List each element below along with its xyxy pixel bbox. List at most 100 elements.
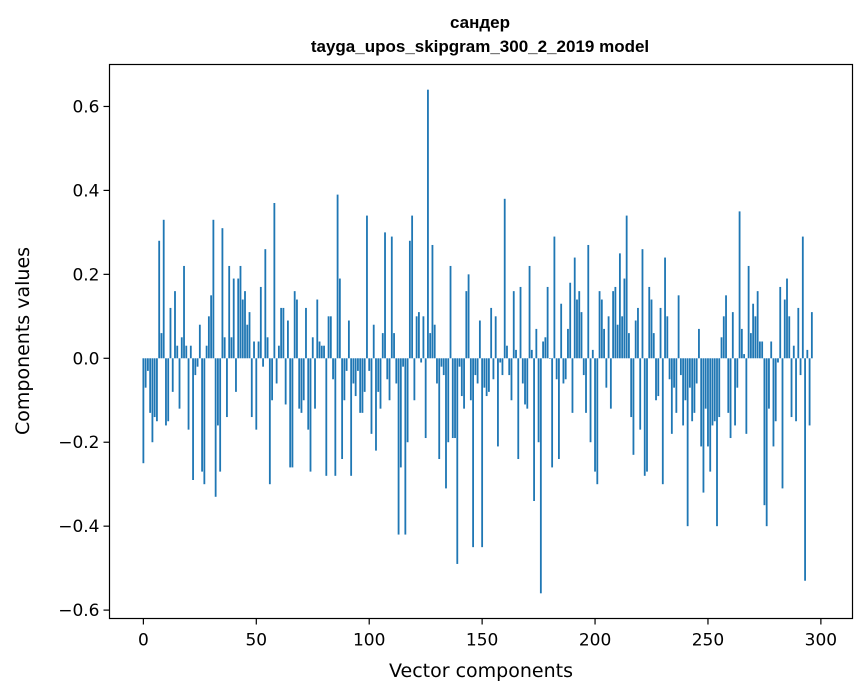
bar [424, 358, 427, 439]
bar [632, 358, 635, 455]
bar [248, 312, 251, 359]
bar [291, 358, 294, 468]
bar [397, 358, 400, 535]
bar [212, 219, 215, 359]
bar [698, 328, 700, 359]
bar [327, 316, 330, 359]
bar [445, 358, 447, 489]
bar [614, 286, 617, 359]
bar [759, 341, 761, 359]
bar [616, 324, 619, 359]
bar [510, 358, 513, 401]
bar [334, 358, 337, 476]
bar [162, 219, 165, 359]
bar [657, 358, 660, 397]
bar [526, 358, 529, 409]
bar [693, 358, 696, 413]
bar [691, 358, 694, 422]
bar [314, 358, 316, 409]
bar [736, 358, 739, 388]
bar [688, 358, 691, 388]
bar [149, 358, 152, 413]
x-axis-label: Vector components [389, 660, 573, 682]
bar [548, 358, 551, 359]
bar [433, 324, 436, 359]
bar [454, 358, 456, 439]
bar [600, 299, 603, 359]
bar [749, 333, 752, 359]
bar [420, 358, 423, 363]
bar [332, 358, 334, 380]
bar [668, 358, 671, 380]
bar [679, 358, 682, 376]
bar [359, 358, 362, 413]
bar [447, 358, 450, 443]
bar [142, 358, 145, 464]
bar [230, 337, 233, 359]
bar [352, 358, 355, 384]
bar [214, 358, 217, 497]
bar [810, 312, 813, 359]
bar [521, 358, 524, 384]
bar [684, 358, 687, 401]
bar [393, 333, 395, 359]
bar [253, 341, 255, 359]
bar [490, 307, 493, 359]
bar [765, 358, 768, 527]
bar [560, 303, 563, 359]
bar [795, 358, 797, 422]
x-axis: 0 50 100 150 200 250 300 [138, 618, 837, 651]
bar [625, 215, 628, 359]
bar [603, 328, 605, 359]
bar [347, 320, 350, 359]
bar [413, 358, 416, 401]
bar [720, 337, 723, 359]
bar [363, 358, 366, 392]
bar [718, 358, 721, 418]
bar [558, 358, 560, 460]
bar [196, 358, 199, 367]
bar [806, 349, 809, 359]
bar [562, 358, 565, 384]
bar [564, 358, 567, 380]
bar [187, 358, 190, 430]
y-tick-label: −0.2 [58, 433, 99, 453]
bar [408, 240, 411, 359]
bar [768, 358, 770, 409]
bar [246, 324, 249, 359]
bar [589, 358, 592, 443]
bar [427, 89, 429, 359]
bar [539, 358, 542, 594]
bar [729, 358, 732, 439]
bar [388, 358, 391, 401]
bar [451, 358, 454, 439]
bar [241, 299, 244, 359]
bar [646, 358, 648, 472]
bar [268, 358, 271, 485]
bar [612, 291, 615, 359]
bar [165, 358, 167, 426]
bar [783, 299, 786, 359]
bar [808, 358, 811, 426]
x-tick-label: 150 [466, 631, 498, 651]
bar [237, 278, 240, 359]
bar [722, 316, 725, 359]
bar [650, 299, 653, 359]
bar [569, 282, 572, 359]
bar [567, 328, 569, 359]
bar [578, 291, 581, 359]
bar-series [142, 89, 813, 594]
bar [280, 307, 283, 359]
bar [711, 358, 714, 426]
bar [591, 349, 594, 359]
bar [501, 358, 504, 376]
bar [311, 337, 314, 359]
bar [492, 358, 495, 380]
bar [476, 358, 479, 384]
bar [695, 358, 698, 384]
bar [449, 265, 452, 359]
bar [384, 232, 386, 359]
bar [293, 291, 296, 359]
bar [404, 358, 407, 535]
bar [763, 358, 766, 506]
